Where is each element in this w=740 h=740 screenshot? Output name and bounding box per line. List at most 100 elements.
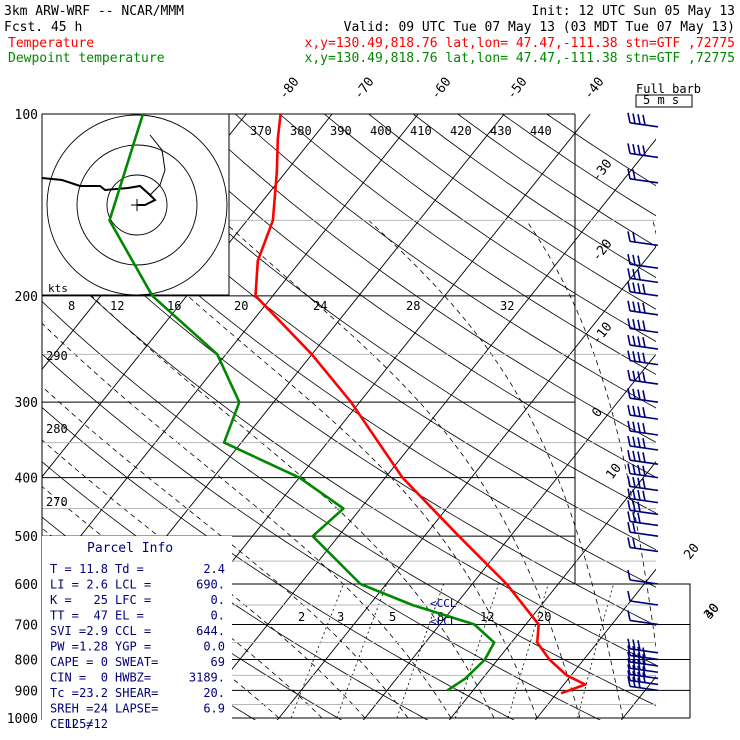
dry-adiabat: [42, 248, 656, 666]
wind-barb-flag: [642, 660, 646, 671]
wind-barb-flag: [632, 671, 636, 682]
wind-barb-flag: [637, 665, 641, 676]
parcel-field: 644.: [196, 624, 225, 638]
wind-barb: [627, 511, 659, 527]
wind-barb-flag: [637, 653, 641, 664]
isotherm-line: [362, 353, 656, 720]
temperature-legend: Temperature: [8, 36, 94, 51]
wind-barb: [627, 300, 659, 316]
isotherm-label: -10: [589, 320, 615, 348]
wind-barb-flag: [637, 451, 641, 462]
isotherm-line: [42, 114, 419, 585]
full-barb-value: 5 m s: [643, 93, 679, 107]
theta-label: 420: [450, 124, 472, 138]
valid-time: Valid: 09 UTC Tue 07 May 13 (03 MDT Tue …: [344, 20, 735, 35]
wind-barb-flag: [642, 390, 646, 401]
mixing-ratio-label: 20: [234, 299, 248, 313]
wind-barb-flag: [632, 351, 636, 362]
isotherm-line: [620, 676, 656, 720]
wind-barb: [627, 388, 659, 403]
wind-barb-flag: [642, 666, 646, 677]
wind-barb-flag: [637, 283, 641, 294]
wind-barb-flag: [632, 476, 636, 488]
wind-barb-flag: [632, 370, 636, 381]
hodograph-ring: [106, 174, 168, 236]
dewpoint-location: x,y=130.49,818.76 lat,lon= 47.47,-111.38…: [305, 51, 735, 66]
moist-adiabat: [526, 220, 656, 650]
dry-adiabat: [368, 114, 656, 310]
isotherm-line: [190, 138, 656, 720]
wind-barb-flag: [627, 676, 631, 687]
wind-barb-flag: [627, 318, 631, 329]
hodograph-ring: [76, 144, 198, 266]
wind-barb-flag: [627, 664, 631, 675]
wind-barb-flag: [632, 388, 636, 400]
wind-barb-flag: [637, 351, 641, 363]
wind-barb-flag: [642, 465, 646, 476]
wind-barb-flag: [627, 463, 631, 474]
wind-barb-flag: [637, 477, 641, 488]
wind-barb: [627, 334, 659, 350]
parcel-field: 23.2: [79, 686, 108, 700]
model-title: 3km ARW-WRF -- NCAR/MMM: [4, 4, 184, 19]
ccl-label: <CCL: [430, 597, 457, 610]
dry-adiabat: [412, 114, 656, 278]
wind-barb-flag: [637, 336, 641, 347]
mixing-ratio-label: 24: [313, 299, 327, 313]
full-barb-box: [635, 94, 693, 108]
isotherm-label: -60: [428, 75, 454, 103]
wind-barb: [627, 369, 659, 385]
dry-adiabat: [101, 114, 656, 514]
wind-barb: [627, 435, 659, 451]
parcel-field: LCL =: [115, 578, 151, 592]
dry-adiabat: [234, 114, 656, 409]
wind-barb-flag: [637, 255, 641, 266]
wind-barb-flag: [637, 489, 641, 501]
wind-barb-flag: [627, 404, 631, 416]
hodograph-units: kts: [48, 282, 68, 295]
wind-barb: [627, 610, 659, 626]
dry-adiabat: [42, 300, 656, 707]
mixing-ratio-label: 12: [480, 610, 494, 624]
parcel-field: CCL =: [115, 624, 151, 638]
isotherm-line: [276, 246, 656, 720]
wind-barb-flag: [627, 610, 631, 621]
parcel-field: SREH =: [50, 702, 93, 716]
wind-barb: [627, 463, 659, 479]
parcel-field: HWBZ=: [115, 671, 151, 685]
parcel-field: SHEAR=: [115, 686, 158, 700]
theta-label-left: 280: [46, 422, 68, 436]
wind-barb-flag: [632, 658, 636, 670]
wind-barb-flag: [642, 352, 646, 363]
dry-adiabat: [56, 114, 656, 551]
wind-barb-flag: [632, 301, 636, 312]
isotherm-label: 0: [589, 405, 606, 420]
theta-label: 390: [330, 124, 352, 138]
wind-barb-flag: [637, 371, 641, 382]
mixing-ratio-line: [290, 583, 344, 719]
wind-barb-flag: [627, 476, 631, 487]
wind-barb-flag: [637, 512, 641, 524]
mixing-ratio-line: [336, 583, 388, 719]
parcel-field: 690.: [196, 578, 225, 592]
mixing-ratio-label: 16: [167, 299, 181, 313]
mixing-ratio-label: 32: [500, 299, 514, 313]
wind-barb: [627, 476, 659, 492]
parcel-field: SVI =: [50, 624, 86, 638]
wind-barb-flag: [632, 522, 636, 534]
mixing-ratio-label: 8: [437, 610, 444, 624]
wind-barb-flag: [642, 145, 646, 156]
annotations: <CCL <LCL: [430, 597, 457, 628]
isotherm-label: 10: [603, 461, 624, 483]
theta-label: 430: [490, 124, 512, 138]
parcel-field: CAPE =: [50, 655, 93, 669]
wind-barb-flag: [642, 320, 646, 331]
wind-barb-flag: [632, 231, 636, 243]
wind-barb-flag: [627, 420, 631, 432]
wind-barb-flag: [632, 639, 636, 650]
wind-barb-flag: [637, 437, 641, 448]
wind-barb-flag: [642, 653, 646, 665]
theta-label-left: 270: [46, 495, 68, 509]
wind-barb: [627, 112, 659, 128]
